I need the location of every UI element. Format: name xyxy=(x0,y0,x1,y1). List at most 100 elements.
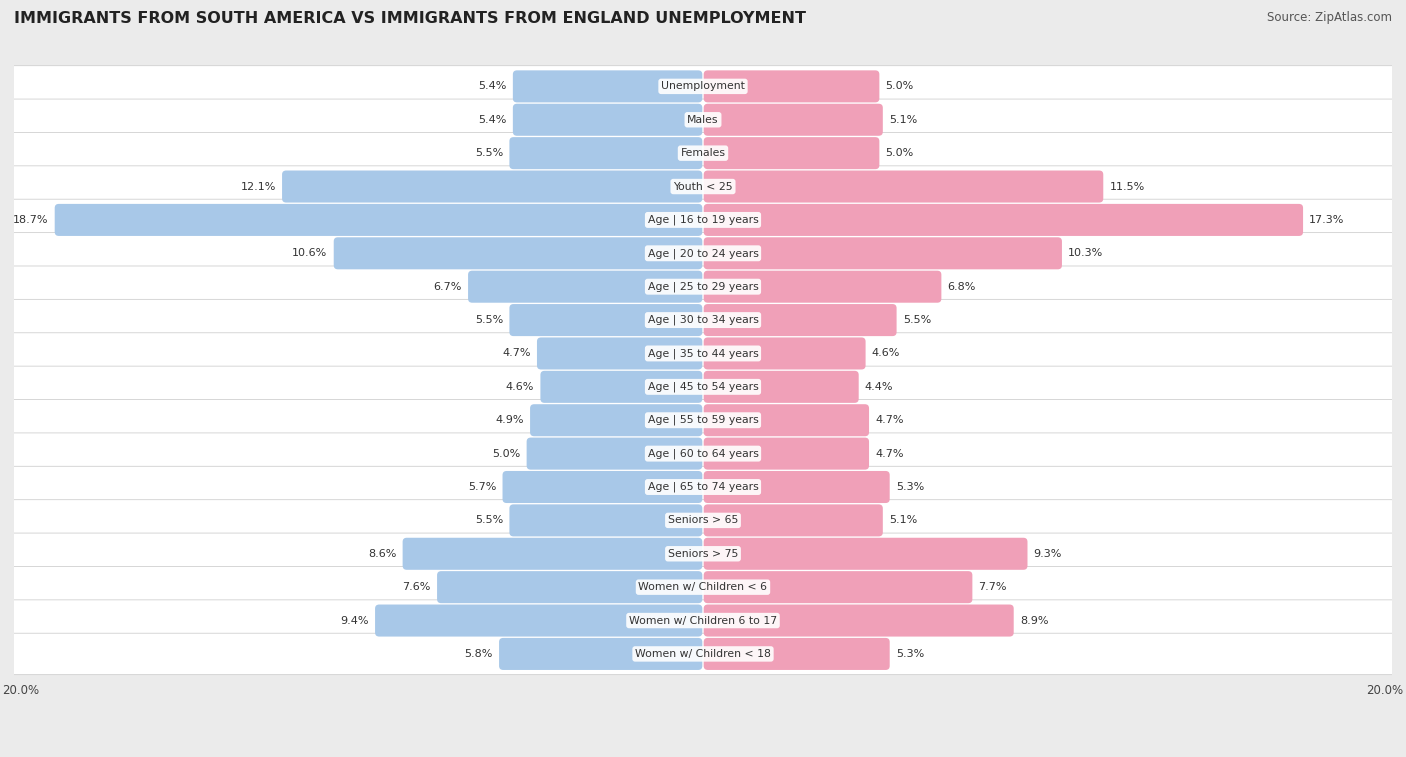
FancyBboxPatch shape xyxy=(8,566,1398,608)
FancyBboxPatch shape xyxy=(283,170,703,203)
Text: Age | 65 to 74 years: Age | 65 to 74 years xyxy=(648,481,758,492)
FancyBboxPatch shape xyxy=(333,237,703,269)
Text: 9.4%: 9.4% xyxy=(340,615,368,625)
Text: 4.9%: 4.9% xyxy=(495,416,524,425)
FancyBboxPatch shape xyxy=(8,366,1398,407)
FancyBboxPatch shape xyxy=(8,266,1398,307)
FancyBboxPatch shape xyxy=(499,638,703,670)
Text: 5.4%: 5.4% xyxy=(478,115,506,125)
Text: 6.7%: 6.7% xyxy=(433,282,461,291)
Text: 4.6%: 4.6% xyxy=(506,382,534,392)
FancyBboxPatch shape xyxy=(468,271,703,303)
FancyBboxPatch shape xyxy=(703,537,1028,570)
FancyBboxPatch shape xyxy=(513,70,703,102)
Text: Age | 55 to 59 years: Age | 55 to 59 years xyxy=(648,415,758,425)
FancyBboxPatch shape xyxy=(527,438,703,469)
FancyBboxPatch shape xyxy=(703,471,890,503)
FancyBboxPatch shape xyxy=(8,66,1398,107)
Text: 5.0%: 5.0% xyxy=(886,148,914,158)
Text: Seniors > 75: Seniors > 75 xyxy=(668,549,738,559)
FancyBboxPatch shape xyxy=(703,371,859,403)
FancyBboxPatch shape xyxy=(703,638,890,670)
Text: 6.8%: 6.8% xyxy=(948,282,976,291)
FancyBboxPatch shape xyxy=(8,400,1398,441)
Text: 10.3%: 10.3% xyxy=(1069,248,1104,258)
Text: Source: ZipAtlas.com: Source: ZipAtlas.com xyxy=(1267,11,1392,24)
FancyBboxPatch shape xyxy=(402,537,703,570)
Text: Age | 25 to 29 years: Age | 25 to 29 years xyxy=(648,282,758,292)
Text: 8.6%: 8.6% xyxy=(368,549,396,559)
Text: 12.1%: 12.1% xyxy=(240,182,276,192)
Text: Youth < 25: Youth < 25 xyxy=(673,182,733,192)
Text: 7.6%: 7.6% xyxy=(402,582,430,592)
Text: 5.5%: 5.5% xyxy=(475,516,503,525)
FancyBboxPatch shape xyxy=(513,104,703,136)
FancyBboxPatch shape xyxy=(703,237,1062,269)
Text: Age | 20 to 24 years: Age | 20 to 24 years xyxy=(648,248,758,259)
FancyBboxPatch shape xyxy=(530,404,703,436)
Text: 4.7%: 4.7% xyxy=(875,416,904,425)
FancyBboxPatch shape xyxy=(8,132,1398,174)
Text: 17.3%: 17.3% xyxy=(1309,215,1344,225)
Text: Females: Females xyxy=(681,148,725,158)
Text: 4.7%: 4.7% xyxy=(875,449,904,459)
FancyBboxPatch shape xyxy=(437,571,703,603)
FancyBboxPatch shape xyxy=(375,605,703,637)
Text: 5.1%: 5.1% xyxy=(889,115,917,125)
Text: Males: Males xyxy=(688,115,718,125)
FancyBboxPatch shape xyxy=(509,137,703,169)
Text: 5.8%: 5.8% xyxy=(464,649,494,659)
FancyBboxPatch shape xyxy=(8,433,1398,475)
FancyBboxPatch shape xyxy=(8,166,1398,207)
Legend: Immigrants from South America, Immigrants from England: Immigrants from South America, Immigrant… xyxy=(0,753,395,757)
FancyBboxPatch shape xyxy=(8,99,1398,141)
FancyBboxPatch shape xyxy=(502,471,703,503)
Text: Age | 30 to 34 years: Age | 30 to 34 years xyxy=(648,315,758,326)
Text: 5.1%: 5.1% xyxy=(889,516,917,525)
Text: Women w/ Children 6 to 17: Women w/ Children 6 to 17 xyxy=(628,615,778,625)
FancyBboxPatch shape xyxy=(8,634,1398,674)
Text: 8.9%: 8.9% xyxy=(1019,615,1049,625)
FancyBboxPatch shape xyxy=(509,504,703,537)
Text: 4.6%: 4.6% xyxy=(872,348,900,359)
Text: 5.5%: 5.5% xyxy=(475,148,503,158)
Text: Age | 35 to 44 years: Age | 35 to 44 years xyxy=(648,348,758,359)
FancyBboxPatch shape xyxy=(703,571,973,603)
FancyBboxPatch shape xyxy=(8,333,1398,374)
FancyBboxPatch shape xyxy=(703,438,869,469)
FancyBboxPatch shape xyxy=(540,371,703,403)
FancyBboxPatch shape xyxy=(8,299,1398,341)
FancyBboxPatch shape xyxy=(703,338,866,369)
Text: 20.0%: 20.0% xyxy=(1367,684,1403,697)
Text: 5.0%: 5.0% xyxy=(886,81,914,92)
FancyBboxPatch shape xyxy=(509,304,703,336)
FancyBboxPatch shape xyxy=(8,500,1398,541)
Text: 5.3%: 5.3% xyxy=(896,482,924,492)
FancyBboxPatch shape xyxy=(537,338,703,369)
Text: 5.4%: 5.4% xyxy=(478,81,506,92)
Text: 10.6%: 10.6% xyxy=(292,248,328,258)
FancyBboxPatch shape xyxy=(703,204,1303,236)
FancyBboxPatch shape xyxy=(703,605,1014,637)
Text: Age | 16 to 19 years: Age | 16 to 19 years xyxy=(648,215,758,225)
FancyBboxPatch shape xyxy=(703,70,879,102)
FancyBboxPatch shape xyxy=(8,600,1398,641)
Text: 9.3%: 9.3% xyxy=(1033,549,1062,559)
Text: Unemployment: Unemployment xyxy=(661,81,745,92)
FancyBboxPatch shape xyxy=(8,533,1398,575)
Text: Age | 45 to 54 years: Age | 45 to 54 years xyxy=(648,382,758,392)
Text: 5.5%: 5.5% xyxy=(475,315,503,325)
Text: 5.7%: 5.7% xyxy=(468,482,496,492)
Text: 7.7%: 7.7% xyxy=(979,582,1007,592)
Text: Women w/ Children < 18: Women w/ Children < 18 xyxy=(636,649,770,659)
Text: Seniors > 65: Seniors > 65 xyxy=(668,516,738,525)
Text: 4.7%: 4.7% xyxy=(502,348,531,359)
Text: IMMIGRANTS FROM SOUTH AMERICA VS IMMIGRANTS FROM ENGLAND UNEMPLOYMENT: IMMIGRANTS FROM SOUTH AMERICA VS IMMIGRA… xyxy=(14,11,806,26)
FancyBboxPatch shape xyxy=(703,104,883,136)
Text: 11.5%: 11.5% xyxy=(1109,182,1144,192)
FancyBboxPatch shape xyxy=(703,504,883,537)
Text: Age | 60 to 64 years: Age | 60 to 64 years xyxy=(648,448,758,459)
Text: 4.4%: 4.4% xyxy=(865,382,893,392)
FancyBboxPatch shape xyxy=(703,304,897,336)
FancyBboxPatch shape xyxy=(55,204,703,236)
